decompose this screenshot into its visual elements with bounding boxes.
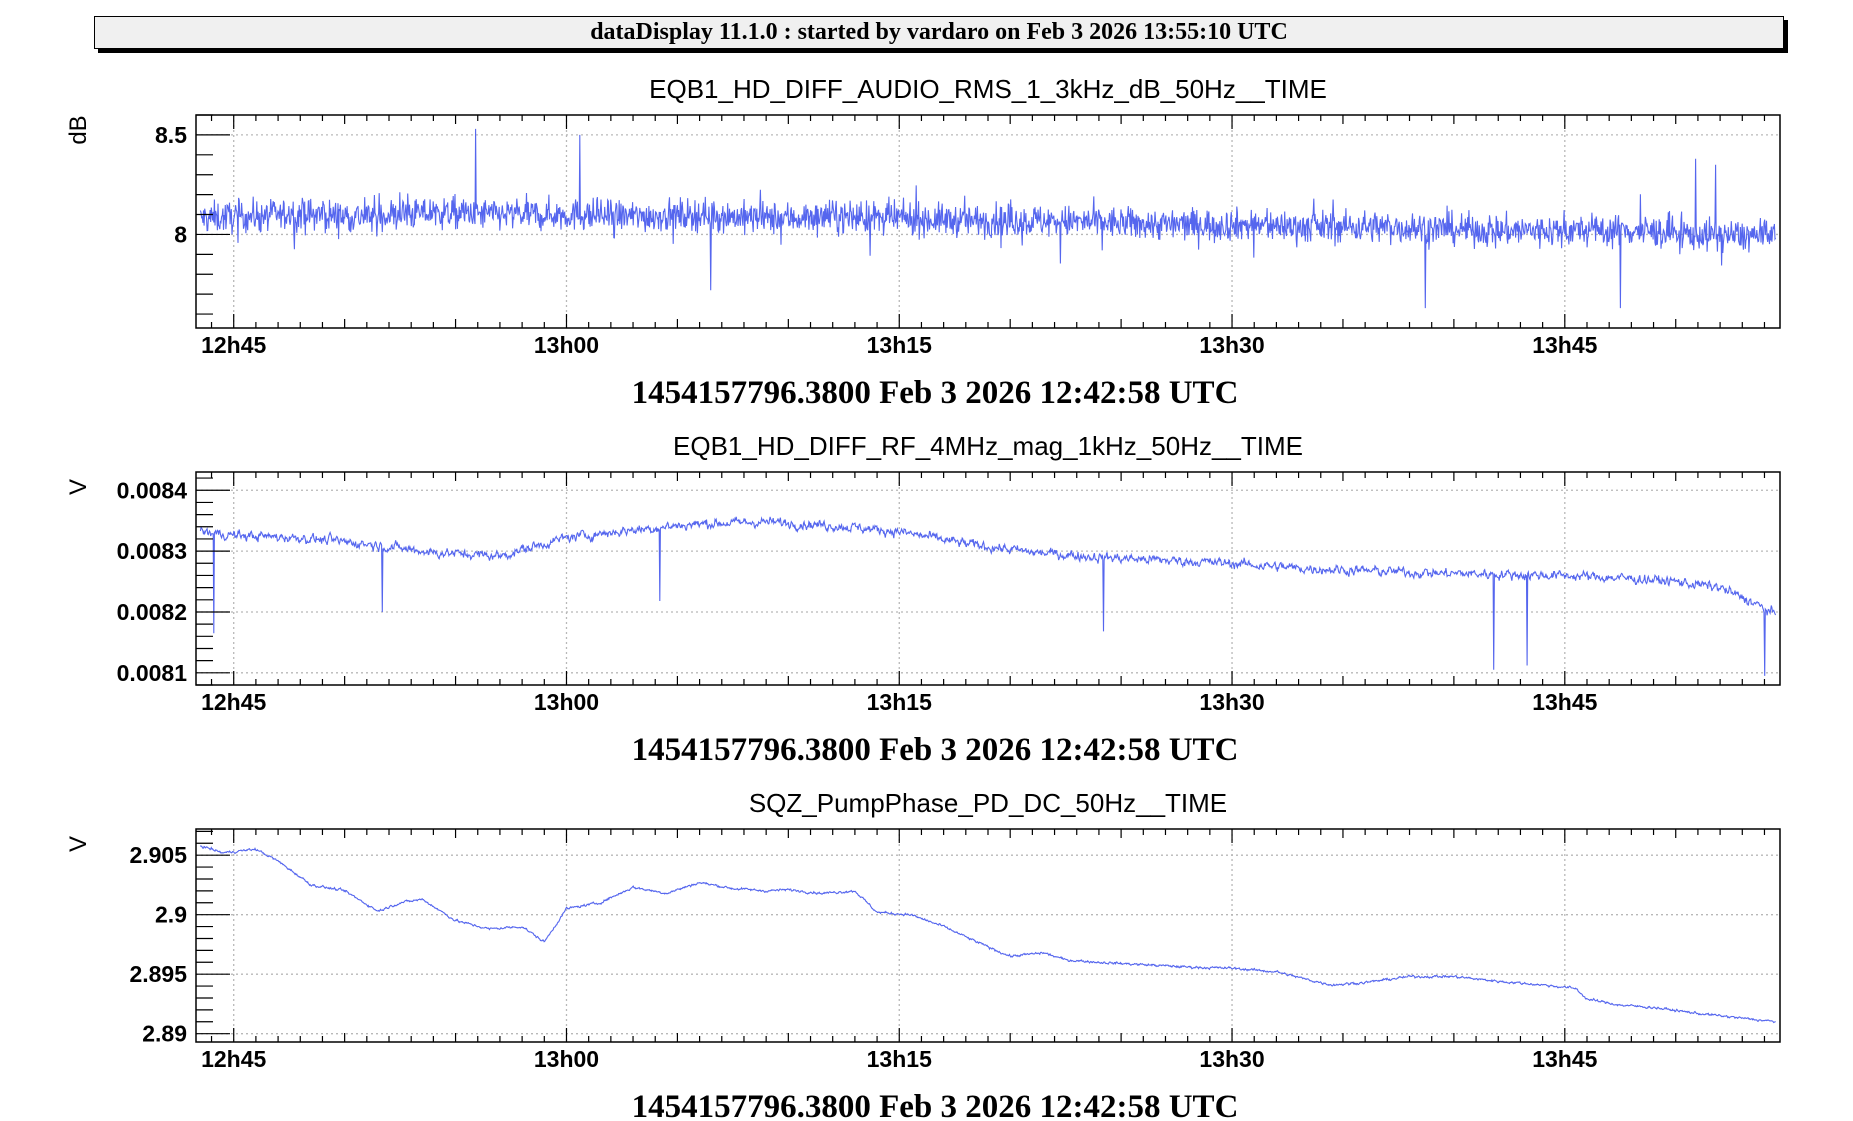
chart-panel-2: EQB1_HD_DIFF_RF_4MHz_mag_1kHz_50Hz__TIME…	[65, 431, 1781, 768]
x-tick-label: 13h00	[534, 689, 599, 715]
series-line-1	[199, 845, 1776, 1024]
x-axis-timestamp: 1454157796.3800 Feb 3 2026 12:42:58 UTC	[632, 1089, 1239, 1121]
x-tick-label: 13h30	[1199, 332, 1264, 358]
x-tick-label: 12h45	[201, 689, 266, 715]
series-line-1	[199, 516, 1777, 676]
y-tick-label: 2.895	[129, 961, 187, 987]
plot-frame	[195, 828, 1781, 1043]
x-tick-label: 13h30	[1199, 689, 1264, 715]
y-tick-label: 2.905	[129, 842, 187, 868]
x-tick-label: 12h45	[201, 1046, 266, 1072]
y-tick-label: 2.89	[142, 1021, 187, 1047]
y-tick-label: 0.0084	[117, 477, 188, 503]
x-tick-label: 13h00	[534, 1046, 599, 1072]
x-tick-label: 13h45	[1532, 1046, 1597, 1072]
x-tick-label: 13h30	[1199, 1046, 1264, 1072]
x-tick-label: 13h15	[867, 332, 932, 358]
x-tick-label: 13h45	[1532, 332, 1597, 358]
y-axis-label: dB	[65, 115, 92, 144]
chart-panel-1: EQB1_HD_DIFF_AUDIO_RMS_1_3kHz_dB_50Hz__T…	[65, 74, 1781, 411]
y-axis-label: V	[65, 479, 92, 495]
x-tick-label: 13h15	[867, 1046, 932, 1072]
y-tick-label: 0.0082	[117, 599, 187, 625]
header-title-bar: dataDisplay 11.1.0 : started by vardaro …	[94, 16, 1784, 49]
x-tick-label: 13h45	[1532, 689, 1597, 715]
plot-frame	[195, 471, 1781, 686]
y-tick-label: 8	[174, 221, 187, 247]
y-axis-label: V	[65, 836, 92, 852]
x-tick-label: 13h15	[867, 689, 932, 715]
y-tick-label: 8.5	[155, 122, 187, 148]
chart-title: EQB1_HD_DIFF_RF_4MHz_mag_1kHz_50Hz__TIME	[673, 431, 1303, 461]
y-tick-label: 0.0083	[117, 538, 187, 564]
series-line-1	[199, 128, 1777, 309]
x-tick-label: 12h45	[201, 332, 266, 358]
chart-title: EQB1_HD_DIFF_AUDIO_RMS_1_3kHz_dB_50Hz__T…	[649, 74, 1327, 104]
header-title: dataDisplay 11.1.0 : started by vardaro …	[590, 19, 1288, 45]
x-tick-label: 13h00	[534, 332, 599, 358]
chart-title: SQZ_PumpPhase_PD_DC_50Hz__TIME	[749, 788, 1227, 818]
x-axis-timestamp: 1454157796.3800 Feb 3 2026 12:42:58 UTC	[632, 732, 1239, 768]
y-tick-label: 0.0081	[117, 660, 188, 686]
y-tick-label: 2.9	[155, 902, 187, 928]
x-axis-timestamp: 1454157796.3800 Feb 3 2026 12:42:58 UTC	[632, 375, 1239, 411]
chart-panel-3: SQZ_PumpPhase_PD_DC_50Hz__TIME V 12h45 13h0…	[65, 788, 1781, 1121]
